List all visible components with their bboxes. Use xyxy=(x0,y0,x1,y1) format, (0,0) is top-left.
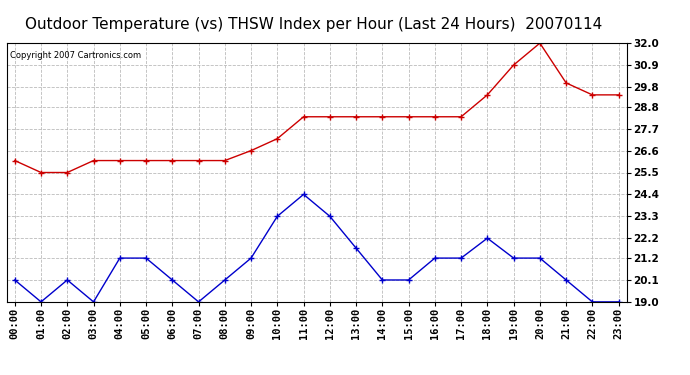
Text: Copyright 2007 Cartronics.com: Copyright 2007 Cartronics.com xyxy=(10,51,141,60)
Text: Outdoor Temperature (vs) THSW Index per Hour (Last 24 Hours)  20070114: Outdoor Temperature (vs) THSW Index per … xyxy=(26,17,602,32)
